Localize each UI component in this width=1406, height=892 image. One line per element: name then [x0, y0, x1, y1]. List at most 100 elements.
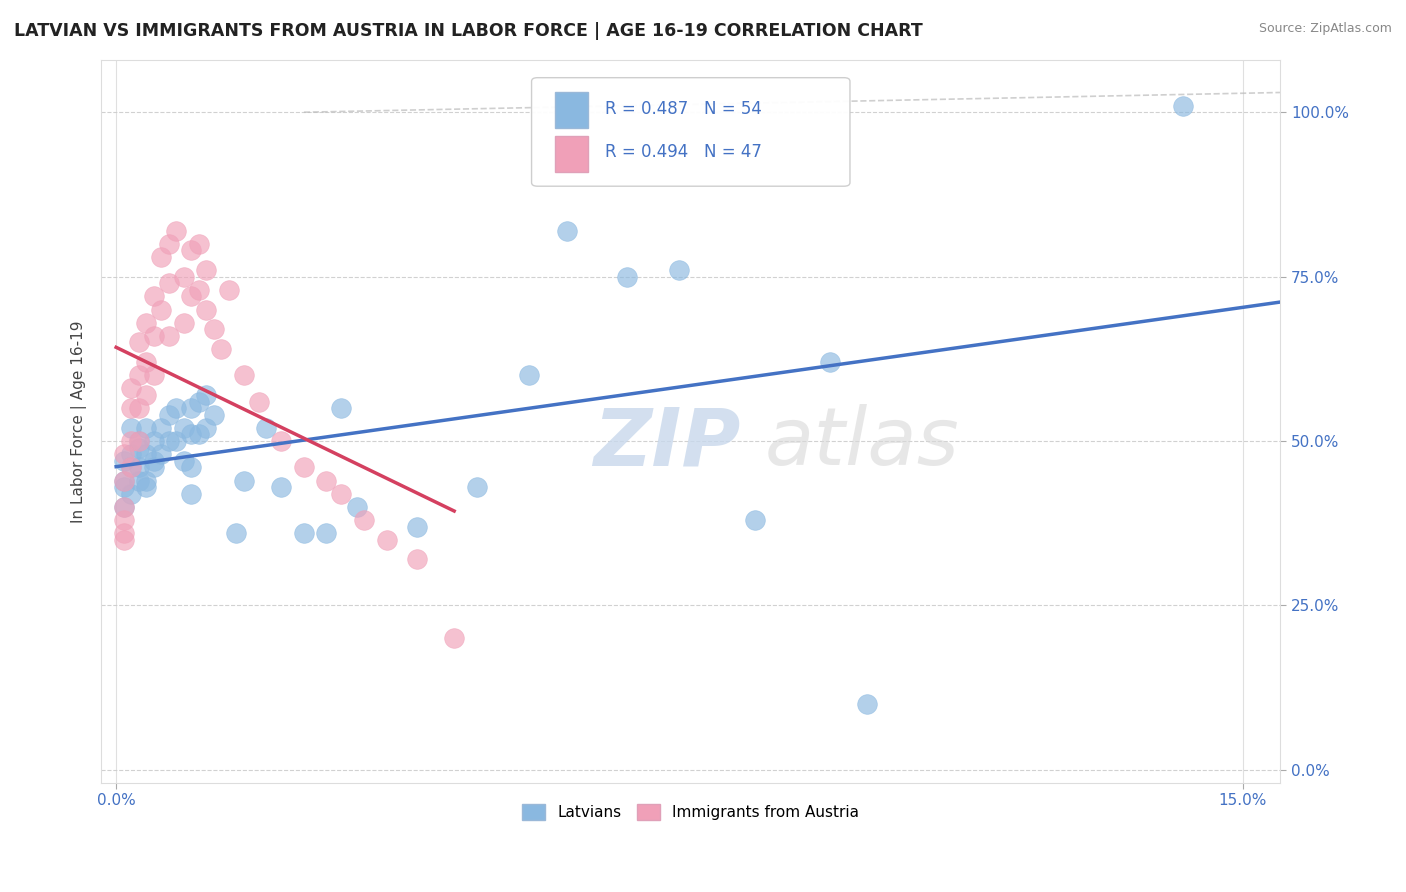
- Point: [330, 486, 353, 500]
- Point: [150, 250, 173, 264]
- Point: [135, 421, 157, 435]
- Point: [165, 224, 187, 238]
- Point: [187, 283, 209, 297]
- Point: [555, 224, 578, 238]
- Point: [135, 447, 157, 461]
- Point: [180, 486, 202, 500]
- Point: [202, 322, 225, 336]
- Point: [112, 500, 135, 514]
- Point: [195, 388, 218, 402]
- Point: [135, 480, 157, 494]
- Point: [128, 335, 150, 350]
- Point: [195, 421, 218, 435]
- Point: [165, 434, 187, 448]
- Point: [173, 316, 195, 330]
- Point: [142, 289, 165, 303]
- Point: [128, 441, 150, 455]
- Point: [180, 460, 202, 475]
- Point: [135, 355, 157, 369]
- Point: [818, 355, 841, 369]
- Point: [173, 269, 195, 284]
- Text: R = 0.494   N = 47: R = 0.494 N = 47: [605, 144, 762, 161]
- Point: [150, 421, 173, 435]
- Point: [112, 474, 135, 488]
- Point: [165, 401, 187, 416]
- Bar: [555, 136, 588, 172]
- Point: [120, 421, 142, 435]
- Point: [112, 474, 135, 488]
- Point: [187, 427, 209, 442]
- Point: [112, 454, 135, 468]
- Point: [173, 421, 195, 435]
- Point: [142, 460, 165, 475]
- Point: [128, 368, 150, 383]
- Point: [150, 302, 173, 317]
- Point: [173, 454, 195, 468]
- Point: [443, 632, 465, 646]
- Point: [465, 480, 488, 494]
- Text: Source: ZipAtlas.com: Source: ZipAtlas.com: [1258, 22, 1392, 36]
- Point: [157, 236, 180, 251]
- Point: [315, 474, 337, 488]
- Point: [292, 526, 315, 541]
- Point: [142, 434, 165, 448]
- Point: [744, 513, 766, 527]
- Point: [135, 388, 157, 402]
- Point: [120, 381, 142, 395]
- Point: [128, 474, 150, 488]
- Point: [150, 447, 173, 461]
- Point: [120, 434, 142, 448]
- FancyBboxPatch shape: [531, 78, 851, 186]
- Point: [142, 368, 165, 383]
- Point: [856, 697, 879, 711]
- Point: [142, 454, 165, 468]
- Point: [180, 427, 202, 442]
- Point: [254, 421, 277, 435]
- Point: [180, 244, 202, 258]
- Point: [218, 283, 240, 297]
- Point: [120, 486, 142, 500]
- Point: [157, 434, 180, 448]
- Point: [112, 480, 135, 494]
- Point: [405, 519, 427, 533]
- Point: [209, 342, 232, 356]
- Y-axis label: In Labor Force | Age 16-19: In Labor Force | Age 16-19: [72, 320, 87, 523]
- Point: [187, 236, 209, 251]
- Point: [315, 526, 337, 541]
- Point: [120, 447, 142, 461]
- Point: [616, 269, 638, 284]
- Point: [112, 500, 135, 514]
- Point: [668, 263, 690, 277]
- Point: [135, 474, 157, 488]
- Bar: [555, 92, 588, 128]
- Legend: Latvians, Immigrants from Austria: Latvians, Immigrants from Austria: [516, 797, 865, 826]
- Text: LATVIAN VS IMMIGRANTS FROM AUSTRIA IN LABOR FORCE | AGE 16-19 CORRELATION CHART: LATVIAN VS IMMIGRANTS FROM AUSTRIA IN LA…: [14, 22, 922, 40]
- Point: [180, 289, 202, 303]
- Point: [375, 533, 398, 547]
- Point: [1171, 98, 1194, 112]
- Point: [112, 526, 135, 541]
- Point: [157, 328, 180, 343]
- Point: [112, 533, 135, 547]
- Point: [405, 552, 427, 566]
- Point: [120, 401, 142, 416]
- Point: [270, 480, 292, 494]
- Point: [157, 276, 180, 290]
- Point: [128, 460, 150, 475]
- Text: atlas: atlas: [765, 404, 959, 482]
- Point: [128, 401, 150, 416]
- Point: [195, 263, 218, 277]
- Point: [187, 394, 209, 409]
- Point: [112, 447, 135, 461]
- Point: [353, 513, 375, 527]
- Point: [128, 434, 150, 448]
- Point: [112, 513, 135, 527]
- Point: [180, 401, 202, 416]
- Point: [232, 368, 254, 383]
- Point: [135, 316, 157, 330]
- Point: [292, 460, 315, 475]
- Point: [346, 500, 368, 514]
- Point: [128, 434, 150, 448]
- Point: [225, 526, 247, 541]
- Point: [517, 368, 540, 383]
